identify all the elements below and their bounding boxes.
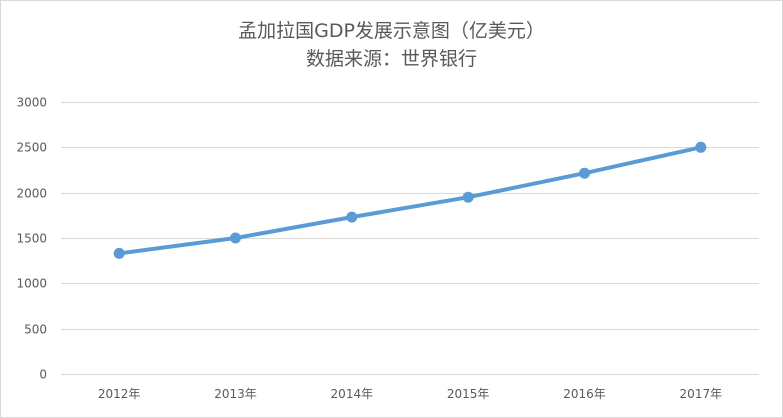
data-point-2012年 [113, 247, 125, 259]
x-tick-label-1: 2013年 [214, 387, 257, 401]
y-axis-tick-labels: 0 500 1000 1500 2000 2500 3000 [16, 96, 47, 382]
y-tick-label-3000: 3000 [16, 96, 47, 110]
y-tick-label-2000: 2000 [16, 187, 47, 201]
chart-title-block: 孟加拉国GDP发展示意图（亿美元） 数据来源：世界银行 [1, 17, 782, 73]
x-tick-label-0: 2012年 [98, 387, 141, 401]
chart-subtitle: 数据来源：世界银行 [305, 48, 477, 70]
data-point-2014年 [346, 211, 358, 223]
gridlines [61, 102, 759, 375]
chart-title: 孟加拉国GDP发展示意图（亿美元） [238, 20, 545, 42]
x-tick-label-2: 2014年 [331, 387, 374, 401]
data-point-2015年 [462, 191, 474, 203]
y-tick-label-0: 0 [39, 368, 47, 382]
data-point-2017年 [695, 141, 707, 153]
x-tick-label-4: 2016年 [563, 387, 606, 401]
data-point-2016年 [579, 167, 590, 179]
x-tick-label-3: 2015年 [447, 387, 490, 401]
series-layer [113, 141, 707, 259]
y-tick-label-500: 500 [24, 323, 47, 337]
y-tick-label-1000: 1000 [16, 277, 47, 291]
y-tick-label-2500: 2500 [16, 141, 47, 155]
x-tick-label-5: 2017年 [680, 387, 723, 401]
y-tick-label-1500: 1500 [16, 232, 47, 246]
data-point-2013年 [230, 232, 241, 244]
x-axis-tick-labels: 2012年 2013年 2014年 2015年 2016年 2017年 [98, 387, 722, 401]
series-line-0 [117, 145, 703, 256]
